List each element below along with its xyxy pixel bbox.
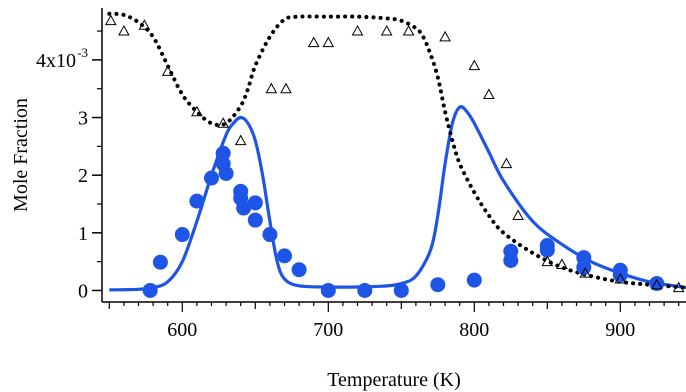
- plot-area: [104, 11, 686, 298]
- triangle-data-point: [380, 25, 393, 36]
- triangle-data-point: [104, 14, 117, 26]
- blue-data-point: [291, 262, 307, 278]
- blue-data-point: [218, 165, 234, 181]
- triangle-data-point: [138, 19, 151, 30]
- y-axis: 0 1 2 3 4x10 -3: [36, 8, 103, 302]
- triangle-data-point: [322, 36, 335, 48]
- triangle-data-point: [541, 255, 554, 267]
- series-group: [104, 11, 686, 298]
- x-tick-label: 900: [605, 319, 635, 341]
- blue-data-point: [215, 145, 231, 161]
- y-tick-label: 3: [78, 108, 88, 130]
- x-tick-label: 700: [313, 319, 343, 341]
- x-axis: 600 700 800 900: [102, 301, 686, 341]
- black-model-dotted-line: [107, 11, 686, 290]
- triangle-data-point: [234, 134, 247, 146]
- triangle-data-point: [468, 59, 481, 71]
- x-axis-title: Temperature (K): [327, 369, 461, 391]
- blue-data-point: [189, 193, 205, 209]
- triangle-data-point: [280, 82, 292, 94]
- blue-data-point: [430, 277, 446, 293]
- triangle-data-point: [351, 25, 364, 36]
- triangle-data-point: [402, 25, 415, 36]
- blue-data-point: [247, 195, 263, 211]
- blue-data-point: [357, 282, 373, 298]
- x-tick-label: 600: [167, 319, 197, 341]
- x-tick-label: 800: [459, 319, 489, 341]
- triangle-data-point: [217, 117, 230, 128]
- blue-data-point: [539, 242, 555, 258]
- blue-data-point: [320, 282, 336, 298]
- triangle-data-point: [161, 65, 174, 76]
- y-tick-label: 4x10: [36, 50, 76, 72]
- blue-data-point: [142, 282, 158, 298]
- triangle-data-point: [118, 25, 130, 36]
- blue-data-point: [247, 212, 263, 228]
- blue-data-point: [277, 248, 292, 264]
- blue-data-point: [262, 227, 278, 243]
- blue-data-point: [174, 227, 190, 243]
- blue-data-point: [393, 282, 409, 298]
- blue-data-point: [503, 252, 519, 268]
- triangle-data-point: [614, 272, 627, 284]
- y-tick-label: 2: [78, 165, 88, 187]
- blue-data-point: [152, 254, 168, 270]
- triangle-data-point: [556, 258, 568, 270]
- triangle-data-point: [512, 209, 524, 221]
- blue-data-point: [204, 170, 219, 186]
- triangle-data-point: [579, 267, 592, 278]
- triangle-data-point: [500, 157, 513, 169]
- blue-data-point: [576, 259, 592, 275]
- y-tick-label: 0: [78, 280, 88, 302]
- y-tick-label: 1: [78, 223, 88, 245]
- triangle-data-point: [307, 36, 320, 48]
- y-axis-title: Mole Fraction: [10, 98, 32, 212]
- triangle-data-point: [191, 105, 203, 117]
- blue-data-point: [236, 200, 252, 216]
- triangle-data-point: [672, 281, 685, 293]
- triangle-data-point: [439, 30, 451, 42]
- blue-data-point: [466, 272, 482, 288]
- triangle-data-point: [650, 278, 663, 290]
- triangle-data-point: [265, 82, 278, 94]
- triangle-data-point: [483, 88, 495, 99]
- y-tick-exponent: -3: [77, 45, 88, 60]
